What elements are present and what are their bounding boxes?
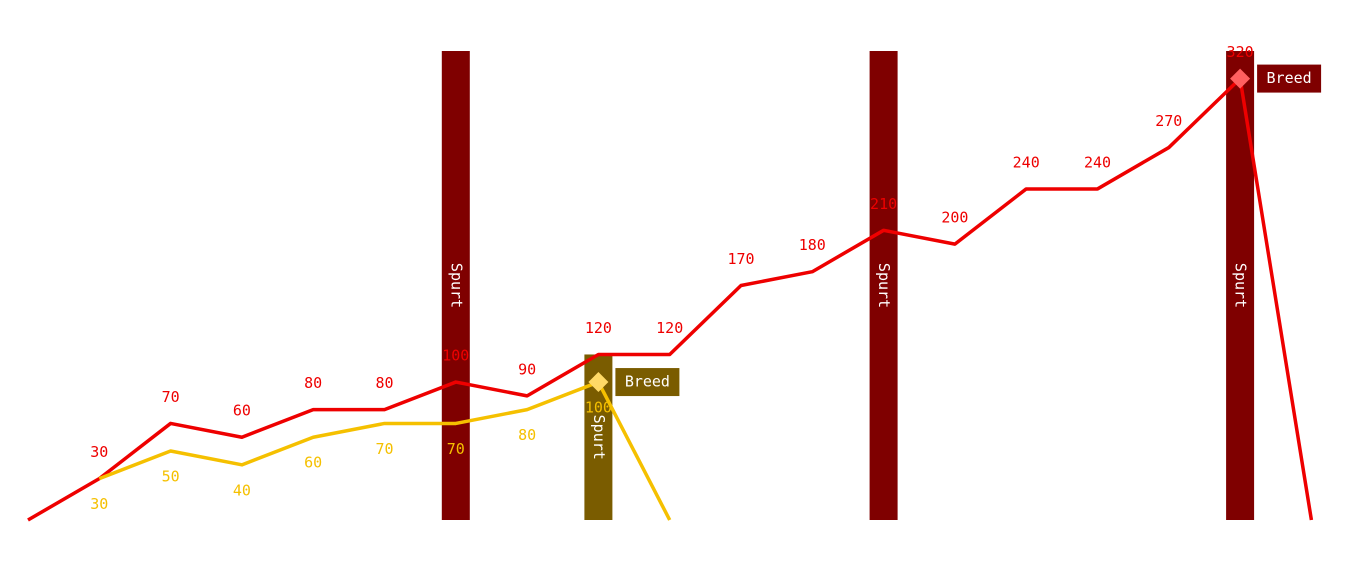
- breed-marker: [588, 372, 609, 393]
- spurt-label: Spurt: [590, 415, 608, 460]
- data-label: 180: [799, 236, 826, 254]
- data-label: 200: [941, 209, 968, 227]
- data-label: 30: [90, 495, 108, 513]
- data-label: 100: [585, 399, 612, 417]
- spurt-bar: [869, 51, 898, 520]
- data-label: 80: [304, 374, 322, 392]
- data-label: 120: [656, 319, 683, 337]
- data-label: 120: [585, 319, 612, 337]
- data-label: 90: [518, 360, 536, 378]
- data-label: 70: [162, 388, 180, 406]
- spurt-label: Spurt: [1232, 263, 1250, 308]
- breed-box: [615, 368, 680, 397]
- breed-marker: [1230, 68, 1251, 89]
- data-label: 270: [1155, 112, 1182, 130]
- data-label: 70: [447, 440, 465, 458]
- data-label: 210: [870, 195, 897, 213]
- data-label: 60: [304, 454, 322, 472]
- data-label: 240: [1084, 153, 1111, 171]
- data-label: 170: [727, 250, 754, 268]
- spurt-bar: [441, 51, 470, 520]
- spurt-label: Spurt: [447, 263, 465, 308]
- series-line: [98, 380, 672, 521]
- breed-label: Breed: [1267, 69, 1312, 87]
- data-label: 40: [233, 481, 251, 499]
- data-label: 60: [233, 402, 251, 420]
- data-label: 70: [375, 440, 393, 458]
- data-label: 80: [375, 374, 393, 392]
- data-label: 30: [90, 443, 108, 461]
- breed-box: [1257, 64, 1322, 93]
- breed-label: Breed: [625, 373, 670, 391]
- data-label: 320: [1227, 43, 1254, 61]
- data-label: 80: [518, 426, 536, 444]
- data-label: 240: [1013, 153, 1040, 171]
- data-label: 50: [162, 468, 180, 486]
- data-label: 100: [442, 347, 469, 365]
- spurt-label: Spurt: [875, 263, 893, 308]
- series-line: [27, 76, 1314, 522]
